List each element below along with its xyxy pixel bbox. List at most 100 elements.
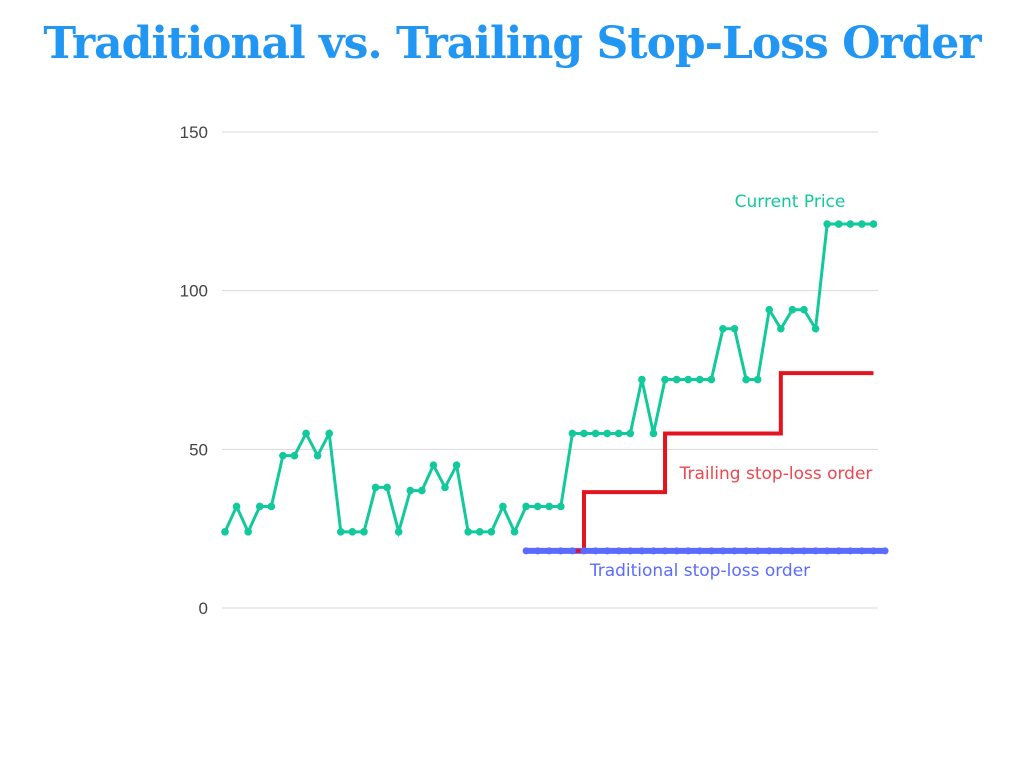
series-line [223,222,874,538]
data-point [812,547,820,555]
data-point [557,547,565,555]
data-point [777,547,785,555]
data-point [418,486,426,495]
data-point [302,429,310,438]
data-point [591,429,600,438]
data-point [649,547,657,555]
data-point [811,324,820,333]
data-point [360,528,368,536]
data-point [464,528,472,536]
data-point [371,483,380,492]
data-point [823,220,831,228]
data-point [881,547,889,555]
data-point [684,375,692,384]
data-point [661,375,669,384]
data-point [406,486,415,495]
data-point [499,502,507,511]
data-point [684,547,692,555]
data-point [649,429,658,438]
data-point [800,305,808,314]
data-point [290,451,299,460]
data-point [452,461,461,470]
data-point [765,305,774,314]
series-points [221,220,889,555]
data-point [754,547,762,555]
data-point [707,375,716,384]
series-label: Trailing stop-loss order [679,464,873,484]
data-point [742,547,750,555]
data-point [522,502,530,511]
data-point [638,547,646,555]
series-label: Current Price [735,192,846,212]
data-point [823,547,831,555]
data-point [429,461,438,470]
data-point [522,547,530,555]
data-point [869,547,877,555]
data-point [858,547,866,555]
chart-title: Traditional vs. Trailing Stop-Loss Order [43,18,981,69]
series-label: Traditional stop-loss order [589,561,810,581]
data-point [672,375,681,384]
data-point [800,547,808,555]
data-point [626,547,634,555]
data-point [696,547,704,555]
data-point [313,451,322,460]
data-point [348,528,357,536]
data-point [869,220,878,228]
data-point [568,429,577,438]
data-point [753,375,762,384]
data-point [788,305,797,314]
data-point [615,547,623,555]
data-point [279,451,287,460]
data-point [777,324,785,333]
data-point [603,429,611,438]
y-tick-labels: 0 50 100 150 [180,123,208,618]
data-point [568,547,576,555]
data-point [475,528,484,536]
data-point [673,547,681,555]
data-point [765,547,773,555]
data-point [626,429,635,438]
data-point [394,528,403,536]
data-point [510,528,519,536]
data-point [719,324,727,333]
y-tick-label: 50 [189,440,208,459]
data-point [337,528,345,536]
data-point [731,547,739,555]
data-point [661,547,669,555]
data-point [580,547,588,555]
data-point [834,220,843,228]
data-point [244,528,252,536]
data-point [846,220,855,228]
data-point [858,220,866,228]
data-point [441,483,449,492]
data-point [221,528,229,536]
series-line [572,371,874,553]
y-tick-label: 150 [180,123,208,142]
data-point [325,429,334,438]
data-point [695,375,704,384]
data-point [719,547,727,555]
data-point [742,375,750,384]
data-point [614,429,623,438]
data-point [533,502,542,511]
data-point [707,547,715,555]
y-tick-label: 100 [180,282,208,301]
data-point [255,502,264,511]
data-point [730,324,739,333]
data-point [383,483,391,492]
data-point [846,547,854,555]
data-point [835,547,843,555]
data-point [580,429,588,438]
data-point [603,547,611,555]
data-point [592,547,600,555]
data-point [638,375,646,384]
data-point [232,502,241,511]
data-point [788,547,796,555]
data-point [545,547,553,555]
data-point [545,502,554,511]
data-point [557,502,565,511]
y-tick-label: 0 [199,599,208,618]
series-lines [223,222,886,554]
